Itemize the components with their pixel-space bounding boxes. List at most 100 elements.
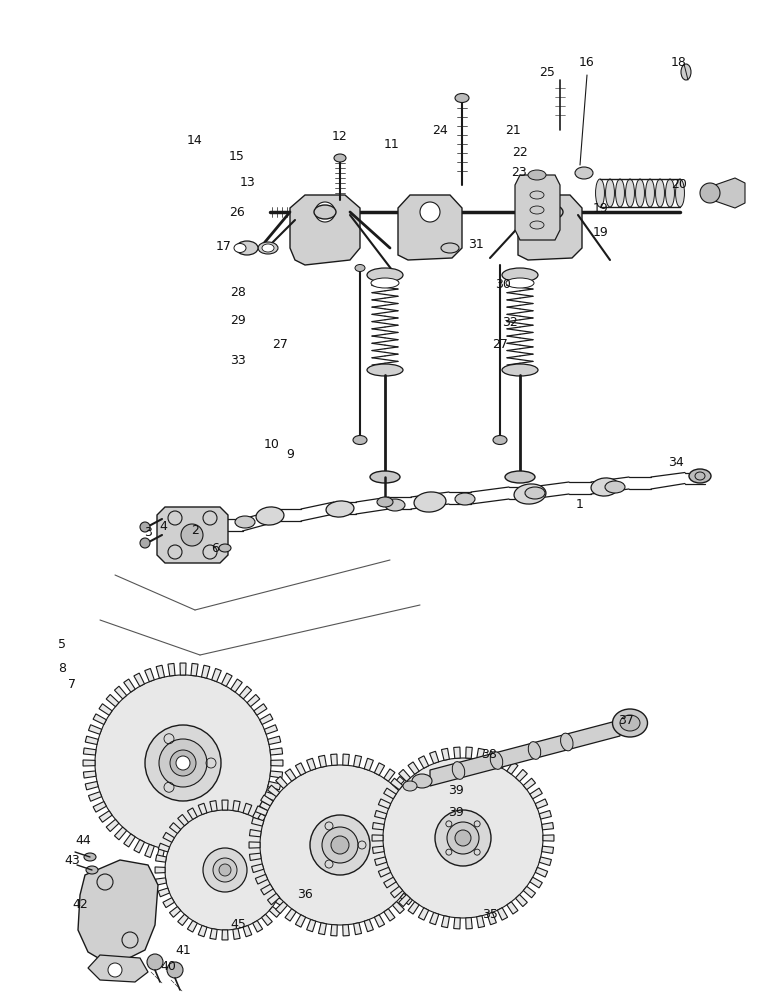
Ellipse shape <box>414 492 446 512</box>
Text: 21: 21 <box>505 123 521 136</box>
Ellipse shape <box>455 94 469 103</box>
Polygon shape <box>155 867 165 873</box>
Ellipse shape <box>86 866 98 874</box>
Polygon shape <box>442 916 449 928</box>
Circle shape <box>383 758 543 918</box>
Ellipse shape <box>412 774 432 788</box>
Circle shape <box>455 830 471 846</box>
Polygon shape <box>222 840 232 853</box>
Text: 7: 7 <box>68 678 76 692</box>
Polygon shape <box>306 919 316 932</box>
Ellipse shape <box>612 709 648 737</box>
Polygon shape <box>330 754 337 765</box>
Polygon shape <box>93 802 107 812</box>
Polygon shape <box>285 909 296 921</box>
Polygon shape <box>262 914 273 926</box>
Polygon shape <box>401 893 412 905</box>
Text: 14: 14 <box>187 133 203 146</box>
Text: 16: 16 <box>579 55 595 68</box>
Text: 32: 32 <box>502 316 518 330</box>
Polygon shape <box>384 877 396 888</box>
Polygon shape <box>247 694 260 707</box>
Ellipse shape <box>258 242 278 254</box>
Polygon shape <box>354 923 361 935</box>
Text: 41: 41 <box>175 944 191 956</box>
Polygon shape <box>156 848 164 861</box>
Polygon shape <box>343 754 349 765</box>
Polygon shape <box>283 855 294 862</box>
Circle shape <box>140 522 150 532</box>
Polygon shape <box>210 929 217 939</box>
Polygon shape <box>191 850 198 863</box>
Polygon shape <box>256 874 268 884</box>
Polygon shape <box>262 814 273 826</box>
Polygon shape <box>231 834 242 847</box>
Polygon shape <box>254 704 267 715</box>
Polygon shape <box>243 803 252 815</box>
Polygon shape <box>398 769 411 781</box>
Ellipse shape <box>326 501 354 517</box>
Polygon shape <box>530 788 542 799</box>
Polygon shape <box>114 686 127 699</box>
Polygon shape <box>280 843 292 852</box>
Ellipse shape <box>591 478 619 496</box>
Polygon shape <box>374 857 387 866</box>
Polygon shape <box>374 763 384 775</box>
Text: 19: 19 <box>593 226 609 238</box>
Polygon shape <box>285 769 296 781</box>
Polygon shape <box>407 795 419 806</box>
Ellipse shape <box>314 205 336 219</box>
Ellipse shape <box>84 853 96 861</box>
Polygon shape <box>201 665 210 678</box>
Polygon shape <box>276 776 287 788</box>
Circle shape <box>310 815 370 875</box>
Polygon shape <box>391 886 403 898</box>
Polygon shape <box>412 806 425 816</box>
Polygon shape <box>516 769 527 781</box>
Circle shape <box>435 810 491 866</box>
Polygon shape <box>78 860 158 962</box>
Ellipse shape <box>605 179 615 207</box>
Polygon shape <box>391 778 403 790</box>
Polygon shape <box>269 907 280 917</box>
Ellipse shape <box>665 179 675 207</box>
Polygon shape <box>249 830 261 837</box>
Polygon shape <box>85 781 98 790</box>
Polygon shape <box>530 877 542 888</box>
Polygon shape <box>180 663 186 675</box>
Polygon shape <box>343 925 349 936</box>
Polygon shape <box>178 814 188 826</box>
Polygon shape <box>249 853 261 860</box>
Polygon shape <box>407 884 419 895</box>
Polygon shape <box>418 756 428 768</box>
Polygon shape <box>330 925 337 936</box>
Polygon shape <box>93 714 107 724</box>
Circle shape <box>176 756 190 770</box>
Polygon shape <box>418 908 428 920</box>
Polygon shape <box>535 867 547 877</box>
Text: 39: 39 <box>448 806 464 818</box>
Polygon shape <box>163 832 174 842</box>
Polygon shape <box>83 760 95 766</box>
Ellipse shape <box>452 762 465 779</box>
Text: 37: 37 <box>618 714 634 726</box>
Polygon shape <box>107 819 119 832</box>
Polygon shape <box>270 748 283 755</box>
Circle shape <box>260 765 420 925</box>
Text: 8: 8 <box>58 662 66 674</box>
Polygon shape <box>416 864 428 873</box>
Ellipse shape <box>575 167 593 179</box>
Ellipse shape <box>262 244 274 252</box>
Polygon shape <box>259 802 273 812</box>
Polygon shape <box>239 686 252 699</box>
Polygon shape <box>222 673 232 686</box>
Text: 44: 44 <box>75 834 91 846</box>
Polygon shape <box>239 827 252 840</box>
Polygon shape <box>515 175 560 240</box>
Ellipse shape <box>681 64 691 80</box>
Text: 24: 24 <box>432 123 448 136</box>
Polygon shape <box>476 748 485 760</box>
Polygon shape <box>252 921 262 932</box>
Polygon shape <box>233 801 240 811</box>
Ellipse shape <box>655 179 665 207</box>
